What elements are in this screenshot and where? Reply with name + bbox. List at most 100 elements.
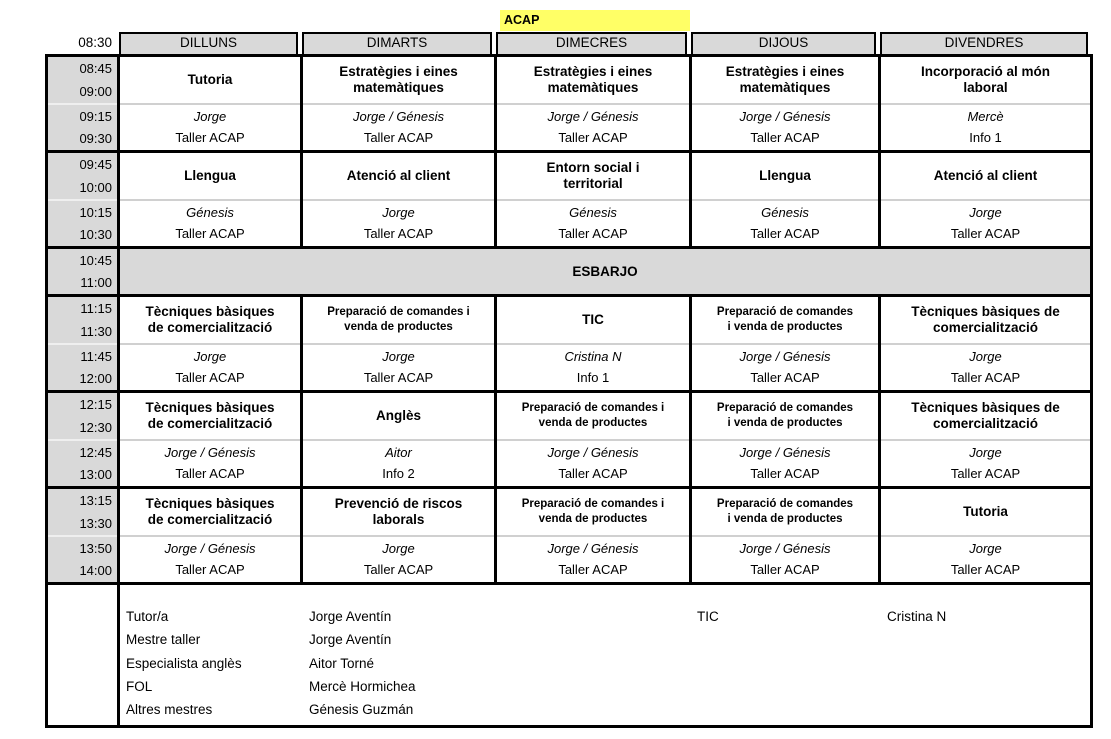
time-label: 10:30 [45, 223, 120, 248]
subject-cell: Llengua [689, 150, 881, 201]
time-label: 11:30 [45, 319, 120, 345]
subject-cell: Anglès [300, 390, 497, 441]
time-label: 12:45 [45, 439, 120, 464]
teacher-cell: Jorge / Génesis Taller ACAP [689, 535, 881, 584]
room-name: Taller ACAP [950, 562, 1021, 578]
legend-cell: Tutor/a Jorge Aventín TIC Cristina N Mes… [117, 582, 1093, 728]
room-name: Taller ACAP [750, 130, 820, 146]
teacher-name: Jorge [969, 541, 1002, 557]
teacher-cell: Jorge / Génesis Taller ACAP [689, 103, 881, 152]
room-name: Taller ACAP [175, 226, 245, 242]
teacher-name: Jorge / Génesis [739, 445, 831, 461]
teacher-cell: Génesis Taller ACAP [494, 199, 692, 248]
teacher-name: Aitor [385, 445, 412, 461]
legend-name: Mercè Hormichea [309, 678, 416, 694]
room-name: Taller ACAP [363, 562, 434, 578]
legend-name: Génesis Guzmán [309, 702, 414, 718]
room-name: Taller ACAP [750, 562, 820, 578]
teacher-cell: Mercè Info 1 [878, 103, 1093, 152]
schedule-grid: 08:45 Tutoria Estratègies i eines matemà… [45, 54, 1093, 728]
room-name: Taller ACAP [175, 562, 245, 578]
time-label: 11:15 [45, 294, 120, 320]
legend-name: Aitor Torné [309, 655, 375, 671]
teacher-cell: Jorge Taller ACAP [300, 199, 497, 248]
teacher-cell: Jorge Taller ACAP [117, 343, 303, 392]
subject-cell: TIC [494, 294, 692, 345]
subject-cell: Estratègies i eines matemàtiques [300, 54, 497, 105]
legend-line: Tutor/a Jorge Aventín TIC Cristina N [122, 605, 1089, 628]
subject-cell: Tècniques bàsiques de comercialització [117, 294, 303, 345]
teacher-cell: Jorge Taller ACAP [117, 103, 303, 152]
teacher-name: Jorge / Génesis [739, 109, 831, 125]
teacher-cell: Jorge Taller ACAP [878, 199, 1093, 248]
room-name: Taller ACAP [558, 466, 628, 482]
teacher-cell: Jorge / Génesis Taller ACAP [300, 103, 497, 152]
room-name: Info 2 [382, 466, 415, 482]
teacher-cell: Génesis Taller ACAP [689, 199, 881, 248]
legend-role: FOL [126, 678, 153, 694]
legend-role: Tutor/a [126, 609, 169, 624]
legend-name: Jorge Aventín [309, 632, 392, 648]
time-label: 11:45 [45, 343, 120, 368]
teacher-name: Jorge [193, 109, 227, 125]
teacher-cell: Jorge / Génesis Taller ACAP [494, 535, 692, 584]
legend-line: Especialista anglès Aitor Torné [122, 652, 1089, 675]
subject-cell: Preparació de comandes i venda de produc… [494, 486, 692, 537]
room-name: Taller ACAP [175, 466, 245, 482]
time-label: 14:00 [45, 559, 120, 584]
acap-tag-cell: ACAP [500, 10, 690, 31]
teacher-cell: Aitor Info 2 [300, 439, 497, 488]
room-name: Taller ACAP [950, 226, 1021, 242]
subject-cell: Entorn social i territorial [494, 150, 692, 201]
room-name: Taller ACAP [363, 226, 434, 242]
room-name: Taller ACAP [363, 130, 434, 146]
teacher-cell: Jorge Taller ACAP [300, 343, 497, 392]
teacher-cell: Jorge / Génesis Taller ACAP [494, 103, 692, 152]
legend-name: Cristina N [887, 609, 947, 624]
time-label: 09:00 [45, 79, 120, 105]
legend-role: Altres mestres [126, 702, 213, 718]
teacher-name: Cristina N [564, 349, 622, 365]
subject-cell: Tècniques bàsiques de comercialització [117, 486, 303, 537]
subject-cell: Tècniques bàsiques de comercialització [117, 390, 303, 441]
teacher-name: Mercè [967, 109, 1004, 125]
teacher-name: Jorge [382, 541, 415, 557]
legend-role: Mestre taller [126, 632, 201, 648]
teacher-name: Jorge / Génesis [164, 445, 256, 461]
time-label: 09:15 [45, 103, 120, 128]
room-name: Taller ACAP [558, 130, 628, 146]
room-name: Info 1 [576, 370, 610, 386]
teacher-name: Jorge / Génesis [352, 109, 445, 125]
teacher-name: Jorge [969, 205, 1002, 221]
legend-role: TIC [697, 609, 719, 624]
room-name: Taller ACAP [750, 226, 820, 242]
teacher-name: Génesis [569, 205, 617, 221]
room-name: Info 1 [969, 130, 1002, 146]
teacher-cell: Jorge Taller ACAP [878, 535, 1093, 584]
time-label: 11:00 [45, 271, 120, 296]
teacher-name: Jorge [382, 349, 415, 365]
subject-cell: Tècniques bàsiques de comercialització [878, 390, 1093, 441]
teacher-name: Génesis [761, 205, 809, 221]
subject-cell: Incorporació al món laboral [878, 54, 1093, 105]
header-time-label: 08:30 [78, 35, 112, 50]
legend-name: Jorge Aventín [309, 609, 392, 624]
subject-cell: Tècniques bàsiques de comercialització [878, 294, 1093, 345]
subject-cell: Preparació de comandes i venda de produc… [300, 294, 497, 345]
teacher-cell: Jorge / Génesis Taller ACAP [689, 343, 881, 392]
time-label: 10:15 [45, 199, 120, 224]
subject-cell: Tutoria [878, 486, 1093, 537]
time-label: 08:45 [45, 54, 120, 80]
subject-cell: Preparació de comandes i venda de produc… [689, 486, 881, 537]
teacher-name: Jorge [193, 349, 227, 365]
time-label: 10:00 [45, 175, 120, 201]
teacher-name: Jorge / Génesis [547, 445, 639, 461]
time-label: 12:30 [45, 415, 120, 441]
teacher-cell: Jorge Taller ACAP [878, 343, 1093, 392]
teacher-cell: Jorge Taller ACAP [300, 535, 497, 584]
subject-cell: Atenció al client [300, 150, 497, 201]
teacher-cell: Cristina N Info 1 [494, 343, 692, 392]
teacher-cell: Jorge / Génesis Taller ACAP [689, 439, 881, 488]
teacher-name: Jorge / Génesis [547, 541, 639, 557]
